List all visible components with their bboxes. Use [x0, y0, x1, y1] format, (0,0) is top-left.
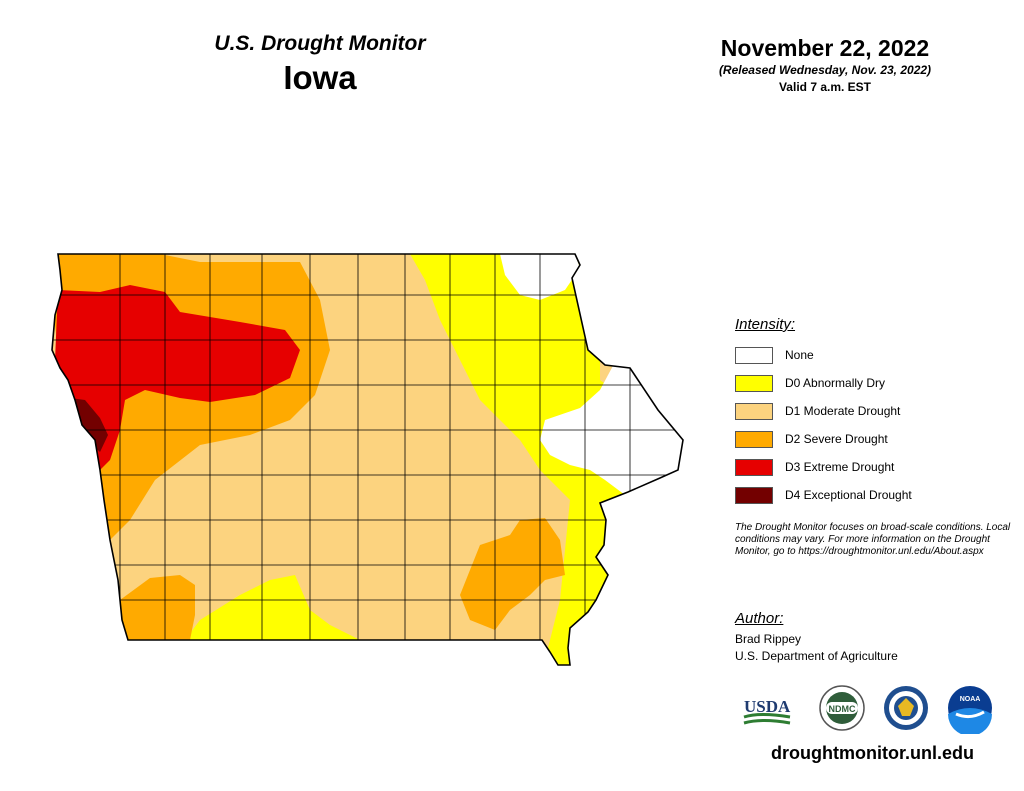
legend-swatch: [735, 374, 773, 392]
legend-swatch: [735, 402, 773, 420]
svg-text:NDMC: NDMC: [829, 704, 856, 714]
legend-item-d2: D2 Severe Drought: [735, 425, 1015, 453]
legend-title: Intensity:: [735, 316, 796, 333]
svg-text:NOAA: NOAA: [960, 696, 981, 703]
legend-swatch: [735, 430, 773, 448]
d0-southwest-area: [185, 575, 360, 640]
doc-seal-logo: [884, 686, 928, 730]
legend-label: D1 Moderate Drought: [785, 404, 901, 418]
legend: Intensity: None D0 Abnormally Dry D1 Mod…: [735, 316, 1015, 509]
legend-label: None: [785, 348, 814, 362]
monitor-title: U.S. Drought Monitor: [214, 32, 426, 55]
author-title: Author:: [735, 610, 784, 627]
disclaimer-text: The Drought Monitor focuses on broad-sca…: [735, 522, 1011, 557]
legend-swatch: [735, 486, 773, 504]
author-org: U.S. Department of Agriculture: [735, 649, 898, 663]
legend-label: D4 Exceptional Drought: [785, 488, 912, 502]
release-date: (Released Wednesday, Nov. 23, 2022): [718, 63, 932, 77]
partner-logos: USDA NDMC NOAA: [743, 685, 992, 734]
ndmc-logo: NDMC: [819, 685, 865, 731]
legend-item-none: None: [735, 341, 1015, 369]
legend-swatch: [735, 458, 773, 476]
author-name: Brad Rippey: [735, 632, 802, 646]
d2-southeast-area: [460, 518, 565, 630]
legend-item-d1: D1 Moderate Drought: [735, 397, 1015, 425]
legend-item-d0: D0 Abnormally Dry: [735, 369, 1015, 397]
noaa-logo: NOAA: [948, 686, 992, 734]
date-block: November 22, 2022 (Released Wednesday, N…: [640, 34, 1010, 96]
valid-time: Valid 7 a.m. EST: [778, 80, 872, 94]
legend-item-d3: D3 Extreme Drought: [735, 453, 1015, 481]
legend-item-d4: D4 Exceptional Drought: [735, 481, 1015, 509]
site-url[interactable]: droughtmonitor.unl.edu: [771, 743, 974, 763]
iowa-state-outline: [51, 253, 684, 666]
svg-text:USDA: USDA: [744, 697, 791, 716]
map-date: November 22, 2022: [720, 35, 930, 61]
legend-label: D3 Extreme Drought: [785, 460, 895, 474]
legend-label: D0 Abnormally Dry: [785, 376, 886, 390]
legend-label: D2 Severe Drought: [785, 432, 888, 446]
d3-northwest-area: [55, 285, 300, 470]
map-title-block: U.S. Drought Monitor Iowa: [150, 30, 490, 98]
iowa-drought-map: [51, 253, 684, 666]
d4-west-area: [70, 398, 108, 452]
author-block: Author: Brad Rippey U.S. Department of A…: [735, 610, 1015, 665]
state-title: Iowa: [283, 59, 357, 96]
d2-southwest-area: [118, 575, 195, 640]
legend-swatch: [735, 346, 773, 364]
drought-areas: [52, 254, 683, 665]
usda-logo: USDA: [743, 697, 791, 725]
